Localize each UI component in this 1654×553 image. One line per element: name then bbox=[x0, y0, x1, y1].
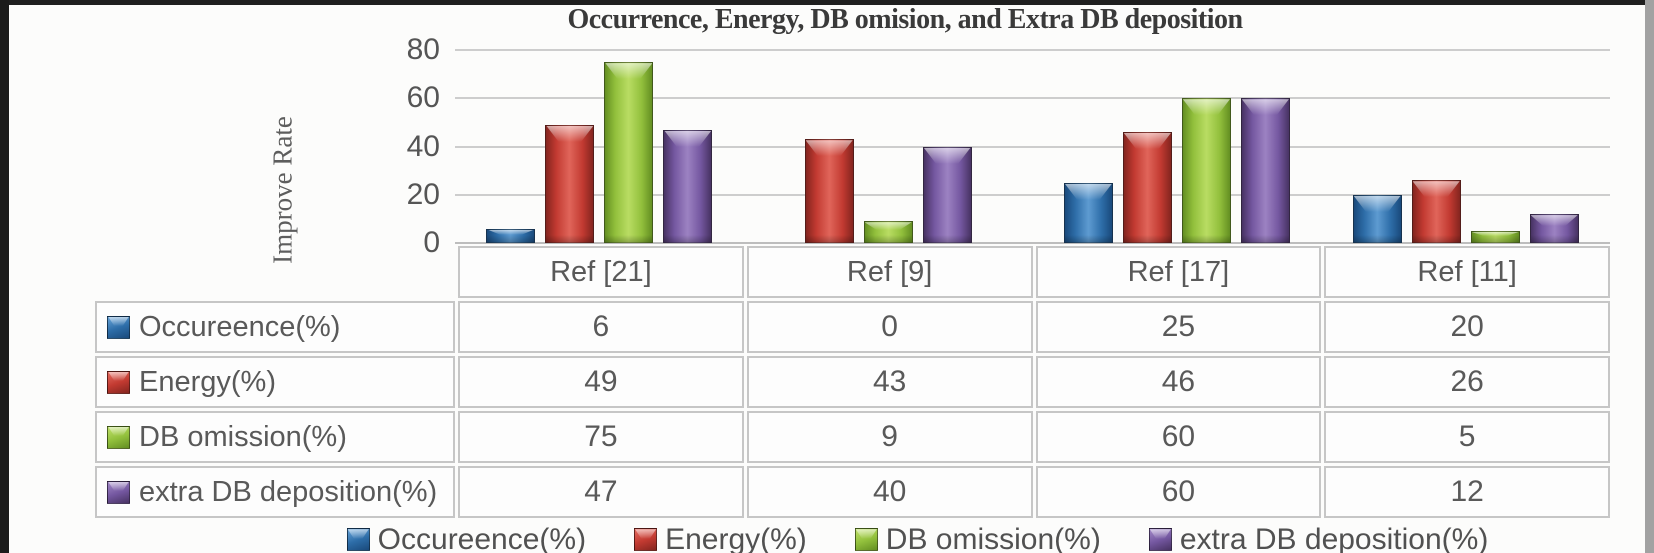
series-color-swatch bbox=[107, 425, 130, 449]
legend-item: Occureence(%) bbox=[346, 524, 587, 553]
table-value-cell: 60 bbox=[1035, 466, 1322, 518]
table-value-cell: 75 bbox=[458, 411, 744, 463]
table-category-header: Ref [17] bbox=[1035, 246, 1322, 298]
table-value-cell: 9 bbox=[746, 411, 1033, 463]
table-value-cell: 46 bbox=[1035, 356, 1322, 408]
table-value-cell: 40 bbox=[746, 466, 1033, 518]
bar-energy- bbox=[804, 139, 854, 243]
bar-occureence- bbox=[1352, 194, 1402, 243]
legend-item: extra DB deposition(%) bbox=[1148, 524, 1489, 553]
bar-energy- bbox=[1411, 180, 1461, 243]
table-value-cell: 12 bbox=[1324, 466, 1610, 518]
legend-item-label: Energy(%) bbox=[665, 524, 807, 553]
bar-extra-db-deposition- bbox=[922, 146, 972, 243]
bar-groups bbox=[455, 50, 1610, 243]
y-tick-label: 40 bbox=[406, 129, 440, 163]
table-value-cell: 60 bbox=[1035, 411, 1322, 463]
bar-extra-db-deposition- bbox=[1529, 214, 1579, 243]
y-axis-title: Improve Rate bbox=[267, 116, 298, 264]
table-value-cell: 6 bbox=[458, 301, 744, 353]
series-color-swatch bbox=[107, 480, 130, 504]
y-tick-label: 60 bbox=[406, 81, 440, 115]
gridline-80 bbox=[455, 49, 1610, 51]
legend-item-label: extra DB deposition(%) bbox=[1179, 524, 1489, 553]
gridline-0 bbox=[455, 242, 1610, 244]
scan-border-top bbox=[0, 0, 1654, 5]
bar-extra-db-deposition- bbox=[663, 129, 713, 243]
scan-border-left bbox=[0, 0, 9, 553]
bar-occureence- bbox=[486, 228, 536, 243]
table-category-header: Ref [21] bbox=[458, 246, 744, 298]
table-value-cell: 0 bbox=[746, 301, 1033, 353]
chart-legend: Occureence(%) Energy(%) DB omission(%) extr… bbox=[0, 524, 1645, 553]
table-value-cell: 25 bbox=[1035, 301, 1322, 353]
bar-extra-db-deposition- bbox=[1240, 98, 1290, 243]
scan-border-right bbox=[1645, 0, 1654, 553]
chart-title: Occurrence, Energy, DB omision, and Extr… bbox=[567, 4, 1243, 35]
legend-item-label: DB omission(%) bbox=[885, 524, 1101, 553]
legend-item: Energy(%) bbox=[634, 524, 807, 553]
plot-area bbox=[455, 49, 1610, 244]
legend-item: DB omission(%) bbox=[854, 524, 1101, 553]
y-axis-ticks: 0 20 40 60 80 bbox=[335, 35, 440, 258]
y-tick-label: 80 bbox=[406, 33, 440, 66]
series-color-swatch bbox=[107, 370, 130, 394]
series-color-swatch bbox=[107, 315, 130, 339]
table-category-header: Ref [9] bbox=[746, 246, 1033, 298]
bar-db-omission- bbox=[604, 62, 654, 243]
table-value-cell: 20 bbox=[1324, 301, 1610, 353]
bar-energy- bbox=[545, 124, 595, 243]
table-row-label-text: extra DB deposition(%) bbox=[139, 475, 438, 508]
series-color-swatch bbox=[634, 528, 658, 552]
gridline-60 bbox=[455, 97, 1610, 100]
series-color-swatch bbox=[1148, 528, 1172, 552]
bar-db-omission- bbox=[1470, 230, 1520, 243]
legend-item-label: Occureence(%) bbox=[377, 524, 587, 553]
y-tick-label: 20 bbox=[406, 177, 440, 211]
bar-group-ref-17- bbox=[1033, 50, 1322, 243]
data-table: Ref [21] Ref [9] Ref [17] Ref [11] Occureenc… bbox=[95, 246, 1610, 518]
table-value-cell: 5 bbox=[1324, 411, 1610, 463]
y-tick-label: 0 bbox=[423, 226, 440, 259]
table-row-label: DB omission(%) bbox=[95, 411, 455, 463]
gridline-20 bbox=[455, 193, 1610, 196]
table-value-cell: 47 bbox=[458, 466, 744, 518]
bar-db-omission- bbox=[863, 221, 913, 243]
table-row-label-text: Energy(%) bbox=[139, 365, 276, 398]
table-row-label: extra DB deposition(%) bbox=[95, 466, 455, 518]
gridline-40 bbox=[455, 145, 1610, 148]
bar-occureence- bbox=[1063, 182, 1113, 243]
bar-energy- bbox=[1122, 132, 1172, 243]
series-color-swatch bbox=[346, 528, 370, 552]
table-value-cell: 43 bbox=[746, 356, 1033, 408]
table-row-label-text: Occureence(%) bbox=[139, 310, 341, 343]
bar-group-ref-9- bbox=[744, 50, 1033, 243]
bar-group-ref-11- bbox=[1321, 50, 1610, 243]
table-value-cell: 26 bbox=[1324, 356, 1610, 408]
bar-db-omission- bbox=[1181, 98, 1231, 243]
table-corner-cell bbox=[95, 246, 455, 298]
table-category-header: Ref [11] bbox=[1324, 246, 1610, 298]
table-row-label: Occureence(%) bbox=[95, 301, 455, 353]
table-row-label-text: DB omission(%) bbox=[139, 420, 347, 453]
table-value-cell: 49 bbox=[458, 356, 744, 408]
table-row-label: Energy(%) bbox=[95, 356, 455, 408]
bar-group-ref-21- bbox=[455, 50, 744, 243]
series-color-swatch bbox=[854, 528, 878, 552]
